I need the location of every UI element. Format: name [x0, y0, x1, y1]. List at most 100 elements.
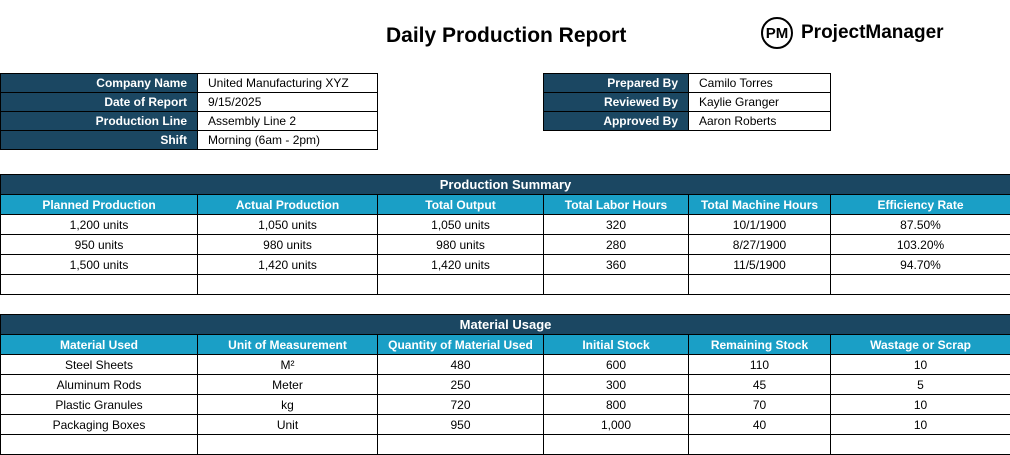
table-row: Aluminum Rods Meter 250 300 45 5	[1, 375, 1010, 395]
info-value[interactable]: Kaylie Granger	[689, 93, 831, 112]
material-usage-title: Material Usage	[1, 315, 1010, 335]
column-header: Total Labor Hours	[544, 195, 689, 215]
column-header: Planned Production	[1, 195, 198, 215]
info-label: Reviewed By	[544, 93, 689, 112]
info-value[interactable]: Assembly Line 2	[198, 112, 378, 131]
table-cell[interactable]: 10	[831, 355, 1010, 375]
table-cell[interactable]	[831, 435, 1010, 455]
table-row: 1,200 units 1,050 units 1,050 units 320 …	[1, 215, 1010, 235]
table-row: Plastic Granules kg 720 800 70 10	[1, 395, 1010, 415]
table-cell[interactable]: 45	[689, 375, 831, 395]
table-cell[interactable]	[1, 275, 198, 295]
table-cell[interactable]: 980 units	[378, 235, 544, 255]
info-value[interactable]: Camilo Torres	[689, 74, 831, 93]
info-value[interactable]: 9/15/2025	[198, 93, 378, 112]
column-header-row: Planned Production Actual Production Tot…	[1, 195, 1010, 215]
table-cell[interactable]: Meter	[198, 375, 378, 395]
table-cell[interactable]	[831, 275, 1010, 295]
table-row: 950 units 980 units 980 units 280 8/27/1…	[1, 235, 1010, 255]
info-row: Production Line Assembly Line 2	[1, 112, 378, 131]
table-row	[1, 275, 1010, 295]
table-cell[interactable]	[198, 275, 378, 295]
table-cell[interactable]: 103.20%	[831, 235, 1010, 255]
column-header: Quantity of Material Used	[378, 335, 544, 355]
table-cell[interactable]: 70	[689, 395, 831, 415]
table-cell[interactable]: 8/27/1900	[689, 235, 831, 255]
info-label: Shift	[1, 131, 198, 150]
column-header: Total Machine Hours	[689, 195, 831, 215]
table-cell[interactable]: Packaging Boxes	[1, 415, 198, 435]
table-cell[interactable]: 1,500 units	[1, 255, 198, 275]
projectmanager-logo: PM ProjectManager	[761, 17, 944, 49]
table-row: Packaging Boxes Unit 950 1,000 40 10	[1, 415, 1010, 435]
table-cell[interactable]: 94.70%	[831, 255, 1010, 275]
table-cell[interactable]: 950	[378, 415, 544, 435]
table-cell[interactable]: 5	[831, 375, 1010, 395]
table-cell[interactable]	[378, 435, 544, 455]
section-title-row: Material Usage	[1, 315, 1010, 335]
section-title-row: Production Summary	[1, 175, 1010, 195]
logo-name: ProjectManager	[801, 22, 944, 44]
table-cell[interactable]: 110	[689, 355, 831, 375]
table-cell[interactable]: Steel Sheets	[1, 355, 198, 375]
table-cell[interactable]	[1, 435, 198, 455]
production-summary-table: Production Summary Planned Production Ac…	[0, 174, 1010, 295]
table-cell[interactable]: 1,200 units	[1, 215, 198, 235]
table-cell[interactable]	[198, 435, 378, 455]
info-value[interactable]: Morning (6am - 2pm)	[198, 131, 378, 150]
table-cell[interactable]: 1,000	[544, 415, 689, 435]
info-label: Approved By	[544, 112, 689, 131]
info-label: Date of Report	[1, 93, 198, 112]
material-usage-table: Material Usage Material Used Unit of Mea…	[0, 314, 1010, 455]
info-value[interactable]: United Manufacturing XYZ	[198, 74, 378, 93]
table-cell[interactable]: Plastic Granules	[1, 395, 198, 415]
table-cell[interactable]: 1,420 units	[378, 255, 544, 275]
info-row: Reviewed By Kaylie Granger	[544, 93, 831, 112]
table-cell[interactable]: Unit	[198, 415, 378, 435]
table-cell[interactable]	[544, 435, 689, 455]
table-cell[interactable]: 87.50%	[831, 215, 1010, 235]
table-cell[interactable]: 10	[831, 395, 1010, 415]
column-header: Material Used	[1, 335, 198, 355]
table-cell[interactable]	[544, 275, 689, 295]
info-label: Company Name	[1, 74, 198, 93]
info-row: Approved By Aaron Roberts	[544, 112, 831, 131]
table-cell[interactable]: 280	[544, 235, 689, 255]
table-cell[interactable]: 600	[544, 355, 689, 375]
table-cell[interactable]: 10/1/1900	[689, 215, 831, 235]
info-row: Shift Morning (6am - 2pm)	[1, 131, 378, 150]
table-row: Steel Sheets M² 480 600 110 10	[1, 355, 1010, 375]
table-row: 1,500 units 1,420 units 1,420 units 360 …	[1, 255, 1010, 275]
info-label: Prepared By	[544, 74, 689, 93]
table-cell[interactable]: 1,050 units	[198, 215, 378, 235]
info-row: Prepared By Camilo Torres	[544, 74, 831, 93]
table-cell[interactable]: 10	[831, 415, 1010, 435]
table-cell[interactable]: 1,420 units	[198, 255, 378, 275]
pm-logo-icon: PM	[761, 17, 793, 49]
table-cell[interactable]: 300	[544, 375, 689, 395]
table-cell[interactable]: kg	[198, 395, 378, 415]
table-cell[interactable]: 11/5/1900	[689, 255, 831, 275]
table-cell[interactable]: 1,050 units	[378, 215, 544, 235]
table-cell[interactable]: 980 units	[198, 235, 378, 255]
table-cell[interactable]: 320	[544, 215, 689, 235]
table-cell[interactable]: 800	[544, 395, 689, 415]
table-cell[interactable]: 40	[689, 415, 831, 435]
table-cell[interactable]: 250	[378, 375, 544, 395]
table-cell[interactable]	[378, 275, 544, 295]
table-cell[interactable]: 720	[378, 395, 544, 415]
column-header: Unit of Measurement	[198, 335, 378, 355]
table-cell[interactable]: M²	[198, 355, 378, 375]
report-info-left: Company Name United Manufacturing XYZ Da…	[0, 73, 378, 150]
column-header: Wastage or Scrap	[831, 335, 1010, 355]
table-cell[interactable]: 950 units	[1, 235, 198, 255]
production-summary-title: Production Summary	[1, 175, 1010, 195]
table-cell[interactable]	[689, 275, 831, 295]
table-cell[interactable]	[689, 435, 831, 455]
info-row: Date of Report 9/15/2025	[1, 93, 378, 112]
info-value[interactable]: Aaron Roberts	[689, 112, 831, 131]
column-header: Total Output	[378, 195, 544, 215]
table-cell[interactable]: Aluminum Rods	[1, 375, 198, 395]
table-cell[interactable]: 360	[544, 255, 689, 275]
table-cell[interactable]: 480	[378, 355, 544, 375]
